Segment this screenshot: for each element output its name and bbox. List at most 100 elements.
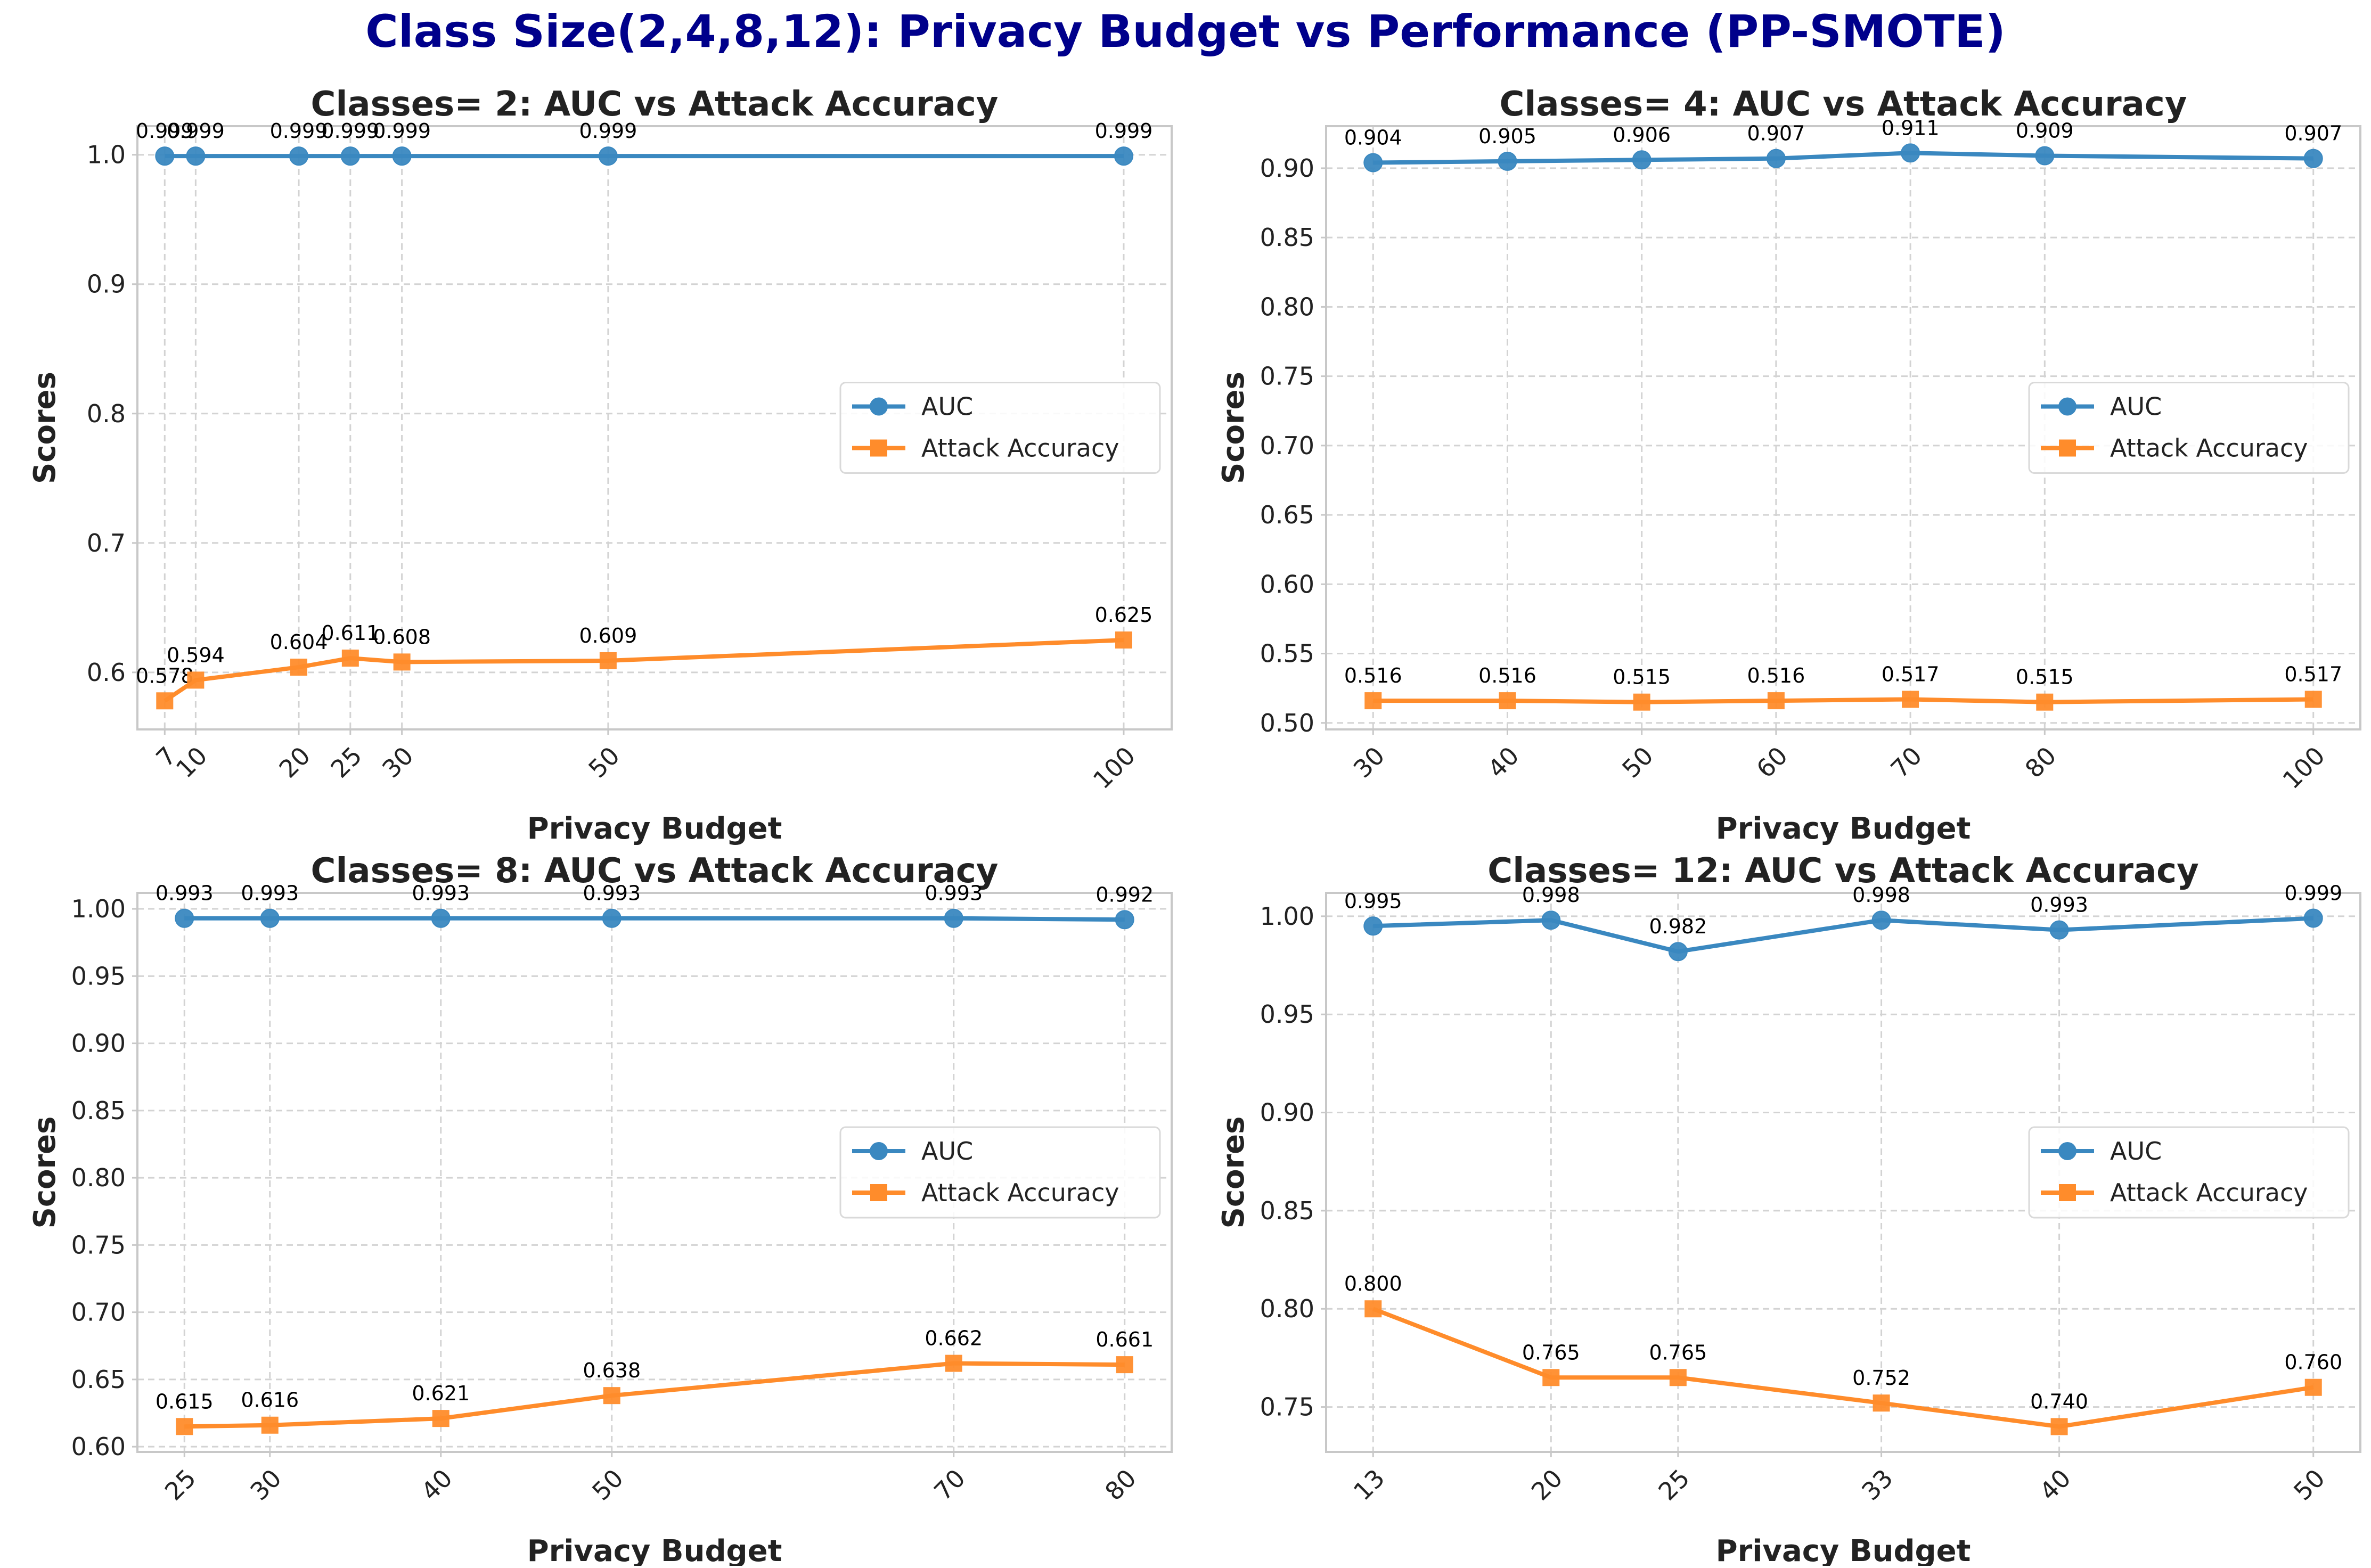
data-label: 0.909 [2016, 119, 2074, 142]
data-label: 0.998 [1522, 883, 1580, 907]
auc-point [2049, 920, 2069, 940]
data-label: 0.993 [241, 882, 299, 905]
legend-label: AUC [2110, 1137, 2162, 1165]
y-tick-label: 0.95 [71, 962, 126, 990]
subplot-title: Classes= 4: AUC vs Attack Accuracy [1499, 85, 2187, 124]
auc-point [602, 908, 622, 928]
auc-point [1668, 942, 1688, 962]
auc-point [1363, 916, 1383, 936]
attack-accuracy-point [1115, 631, 1132, 649]
data-label: 0.621 [412, 1382, 470, 1405]
x-tick-label: 20 [274, 741, 316, 784]
auc-point [1363, 153, 1383, 173]
y-tick-label: 0.80 [71, 1163, 126, 1192]
data-label: 0.516 [1747, 664, 1805, 687]
data-label: 0.907 [2284, 122, 2342, 145]
data-label: 0.993 [412, 882, 470, 905]
attack-accuracy-point [1499, 692, 1516, 710]
auc-point [1766, 149, 1786, 168]
data-label: 0.594 [167, 643, 225, 667]
y-tick-label: 0.85 [1260, 223, 1314, 252]
data-label: 0.516 [1478, 664, 1536, 687]
attack-accuracy-point [156, 692, 174, 710]
data-label: 0.765 [1522, 1341, 1580, 1364]
x-tick-label: 80 [2020, 741, 2062, 784]
attack-accuracy-point [1767, 692, 1785, 710]
x-tick-label: 30 [244, 1464, 287, 1506]
auc-point [2035, 146, 2055, 166]
chart-panel-4: 0.75 0.80 0.85 0.90 0.95 1.00 13 20 25 33 40 50 Clas… [1216, 851, 2361, 1568]
legend: AUC Attack Accuracy [2028, 1126, 2350, 1219]
data-label: 0.905 [1478, 125, 1536, 148]
attack-accuracy-point [2036, 693, 2054, 711]
figure-title: Class Size(2,4,8,12): Privacy Budget vs … [365, 5, 2006, 58]
legend-marker [870, 1184, 887, 1201]
x-tick-label: 70 [928, 1464, 971, 1506]
attack-accuracy-point [1902, 691, 1919, 708]
x-tick-label: 33 [1856, 1464, 1899, 1506]
attack-accuracy-point [1542, 1369, 1560, 1386]
auc-point [2303, 149, 2323, 168]
data-label: 0.906 [1613, 123, 1671, 146]
y-tick-label: 1.0 [87, 141, 126, 169]
y-tick-label: 0.60 [1260, 570, 1314, 598]
series-line-attack-accuracy [1372, 1307, 2314, 1429]
data-label: 0.982 [1649, 915, 1707, 938]
attack-accuracy-point [290, 659, 308, 676]
x-tick-label: 13 [1348, 1464, 1391, 1506]
legend: AUC Attack Accuracy [839, 1126, 1161, 1219]
x-tick-label: 25 [325, 741, 367, 784]
x-tick-label: 50 [1616, 741, 1659, 784]
x-tick-label: 25 [1653, 1464, 1695, 1506]
y-tick-label: 0.90 [1260, 154, 1314, 183]
y-tick-label: 0.60 [71, 1432, 126, 1461]
data-label: 0.999 [167, 119, 225, 143]
y-tick-label: 0.55 [1260, 639, 1314, 668]
legend: AUC Attack Accuracy [839, 382, 1161, 474]
x-tick-label: 50 [583, 741, 625, 784]
auc-point [340, 146, 360, 166]
data-label: 0.517 [1882, 662, 1940, 686]
attack-accuracy-point [1116, 1356, 1133, 1374]
x-tick-label: 80 [1099, 1464, 1142, 1506]
data-label: 0.760 [2284, 1351, 2342, 1374]
auc-point [175, 908, 194, 928]
legend-box [2028, 1126, 2350, 1219]
data-label: 0.992 [1095, 883, 1154, 906]
legend-label: AUC [921, 392, 973, 421]
x-tick-label: 70 [1885, 741, 1928, 784]
data-label: 0.999 [2284, 882, 2342, 905]
data-label: 0.516 [1344, 664, 1402, 687]
auc-point [598, 146, 618, 166]
attack-accuracy-point [1364, 692, 1382, 710]
auc-point [392, 146, 412, 166]
y-tick-label: 0.6 [87, 658, 126, 687]
y-tick-label: 0.65 [1260, 500, 1314, 529]
x-axis-label: Privacy Budget [527, 1534, 782, 1566]
x-axis-label: Privacy Budget [1716, 1534, 1971, 1566]
auc-point [944, 908, 963, 928]
y-tick-label: 0.75 [1260, 1393, 1314, 1422]
data-label: 0.661 [1095, 1328, 1154, 1351]
data-label: 0.638 [583, 1359, 641, 1382]
y-axis-label: Scores [28, 372, 62, 484]
legend-label: Attack Accuracy [2110, 434, 2308, 463]
attack-accuracy-point [187, 671, 205, 689]
y-tick-label: 0.75 [1260, 362, 1314, 391]
data-label: 0.993 [925, 882, 983, 905]
attack-accuracy-point [1873, 1394, 1890, 1412]
data-label: 0.515 [1613, 666, 1671, 689]
x-tick-label: 100 [1088, 741, 1141, 794]
attack-accuracy-point [176, 1418, 193, 1435]
data-label: 0.993 [156, 882, 214, 905]
data-label: 0.662 [925, 1327, 983, 1350]
auc-point [431, 908, 451, 928]
auc-point [1114, 146, 1133, 166]
legend-marker [2058, 397, 2076, 416]
auc-point [1632, 150, 1651, 170]
data-label: 0.616 [241, 1389, 299, 1412]
series-line-auc [1373, 916, 2313, 954]
legend-label: Attack Accuracy [921, 1178, 1119, 1207]
